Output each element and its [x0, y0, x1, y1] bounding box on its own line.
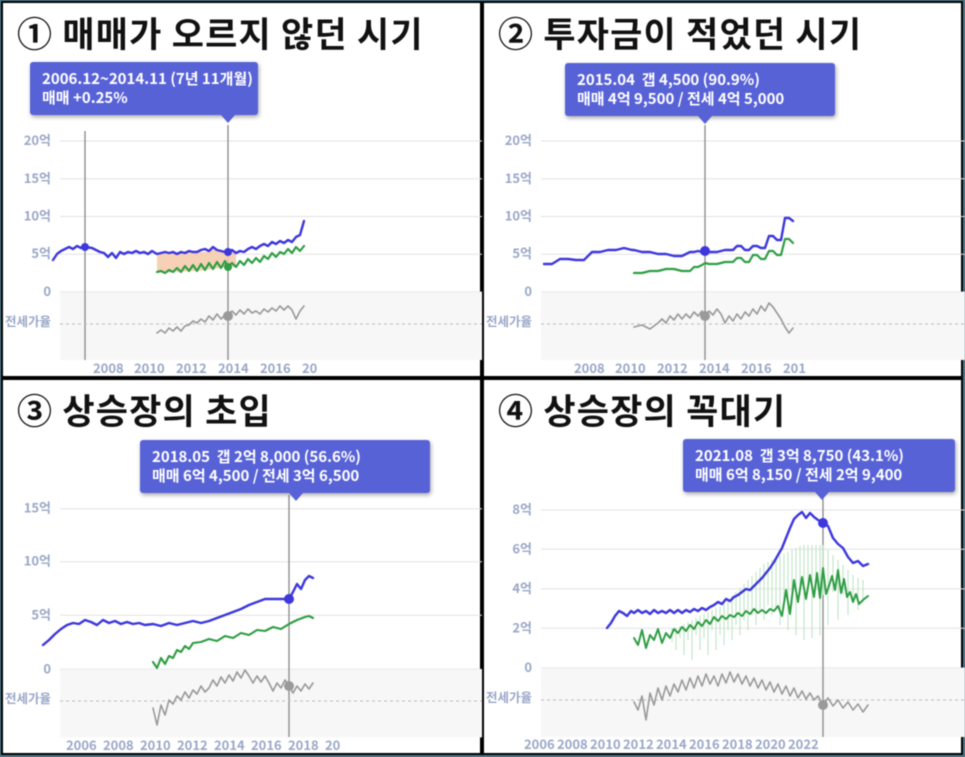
svg-text:10억: 10억 [505, 206, 532, 225]
svg-text:2006: 2006 [66, 735, 97, 754]
svg-text:2008: 2008 [557, 734, 588, 753]
svg-text:8억: 8억 [512, 499, 532, 518]
svg-text:20억: 20억 [505, 130, 532, 149]
svg-text:전세가율: 전세가율 [486, 687, 532, 706]
svg-text:2010: 2010 [615, 358, 646, 377]
svg-text:0: 0 [524, 281, 532, 300]
svg-text:전세가율: 전세가율 [5, 688, 51, 707]
svg-text:2014: 2014 [699, 358, 730, 377]
svg-text:2010: 2010 [590, 734, 621, 753]
svg-text:4억: 4억 [512, 578, 532, 597]
svg-text:2008: 2008 [574, 358, 605, 377]
svg-text:2014: 2014 [656, 734, 687, 753]
svg-text:전세가율: 전세가율 [5, 311, 51, 330]
svg-text:0: 0 [524, 657, 532, 676]
svg-text:2012: 2012 [177, 735, 208, 754]
svg-text:6억: 6억 [512, 538, 532, 557]
svg-text:0: 0 [43, 658, 51, 677]
svg-text:2012: 2012 [623, 734, 654, 753]
svg-text:2018: 2018 [722, 734, 753, 753]
svg-text:2016: 2016 [689, 734, 720, 753]
svg-text:2006: 2006 [524, 734, 555, 753]
svg-text:15억: 15억 [24, 498, 51, 517]
svg-text:2010: 2010 [140, 735, 171, 754]
svg-text:2016: 2016 [741, 358, 772, 377]
svg-text:5억: 5억 [512, 243, 532, 262]
svg-text:2억: 2억 [512, 617, 532, 636]
svg-text:10억: 10억 [24, 206, 51, 225]
svg-text:20: 20 [302, 358, 318, 377]
svg-text:전세가율: 전세가율 [486, 311, 532, 330]
svg-text:5억: 5억 [31, 604, 51, 623]
svg-text:2014: 2014 [214, 735, 245, 754]
svg-text:2020: 2020 [755, 734, 786, 753]
svg-text:5억: 5억 [31, 243, 51, 262]
svg-text:15억: 15억 [24, 168, 51, 187]
svg-text:15억: 15억 [505, 168, 532, 187]
svg-text:20: 20 [325, 735, 341, 754]
svg-text:20억: 20억 [24, 130, 51, 149]
svg-text:2012: 2012 [176, 358, 207, 377]
svg-text:2014: 2014 [218, 358, 249, 377]
svg-text:2016: 2016 [260, 358, 291, 377]
svg-text:201: 201 [783, 358, 806, 377]
svg-text:2010: 2010 [134, 358, 165, 377]
svg-text:2022: 2022 [788, 734, 819, 753]
svg-text:2018: 2018 [288, 735, 319, 754]
svg-text:2016: 2016 [251, 735, 282, 754]
svg-text:2012: 2012 [657, 358, 688, 377]
svg-text:2008: 2008 [93, 358, 124, 377]
svg-text:0: 0 [43, 281, 51, 300]
svg-text:2008: 2008 [103, 735, 134, 754]
svg-text:10억: 10억 [24, 551, 51, 570]
